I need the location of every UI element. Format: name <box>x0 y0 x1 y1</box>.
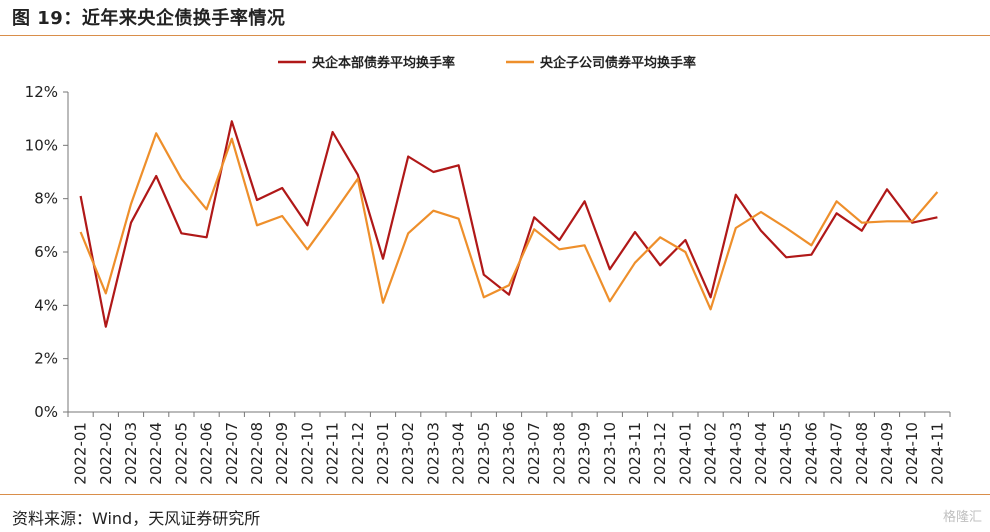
x-tick-label: 2023-08 <box>550 422 568 485</box>
x-tick-label: 2022-08 <box>248 422 266 485</box>
source-note: 资料来源：Wind，天风证券研究所 <box>12 509 261 528</box>
x-tick-label: 2023-06 <box>500 422 518 485</box>
chart-legend: 央企本部债券平均换手率 央企子公司债券平均换手率 <box>278 55 696 71</box>
x-tick-label: 2024-02 <box>702 422 720 485</box>
x-tick-label: 2023-11 <box>626 422 644 485</box>
y-tick-label: 10% <box>25 136 58 154</box>
y-tick-label: 0% <box>34 403 58 421</box>
x-tick-label: 2024-05 <box>777 422 795 485</box>
x-tick-label: 2023-09 <box>576 422 594 485</box>
x-axis-tick-labels: 2022-01 2022-02 2022-03 2022-04 2022-05 2022-… <box>72 422 947 485</box>
x-tick-label: 2023-07 <box>525 422 543 485</box>
y-tick-label: 2% <box>34 350 58 368</box>
x-tick-label: 2023-03 <box>424 422 442 485</box>
y-tick-label: 6% <box>34 243 58 261</box>
x-tick-label: 2023-12 <box>651 422 669 485</box>
x-tick-label: 2024-08 <box>853 422 871 485</box>
legend-label-series-1: 央企本部债券平均换手率 <box>312 55 455 71</box>
x-tick-label: 2023-01 <box>374 422 392 485</box>
watermark: 格隆汇 <box>942 510 982 525</box>
y-axis-tick-labels: 0% 2% 4% 6% 8% 10% 12% <box>25 83 58 421</box>
x-tick-label: 2022-11 <box>324 422 342 485</box>
x-tick-label: 2023-04 <box>450 422 468 485</box>
x-tick-label: 2024-06 <box>802 422 820 485</box>
x-tick-label: 2022-09 <box>273 422 291 485</box>
x-tick-label: 2022-07 <box>223 422 241 485</box>
x-tick-label: 2024-04 <box>752 422 770 485</box>
x-tick-label: 2023-05 <box>475 422 493 485</box>
y-tick-label: 8% <box>34 190 58 208</box>
x-tick-label: 2022-02 <box>97 422 115 485</box>
x-tick-label: 2022-03 <box>122 422 140 485</box>
y-tick-label: 12% <box>25 83 58 101</box>
x-tick-label: 2024-03 <box>727 422 745 485</box>
x-tick-label: 2022-10 <box>298 422 316 485</box>
x-tick-label: 2024-09 <box>878 422 896 485</box>
x-tick-label: 2024-10 <box>903 422 921 485</box>
legend-label-series-2: 央企子公司债券平均换手率 <box>540 55 696 71</box>
series-line-1 <box>79 120 938 328</box>
x-tick-label: 2023-10 <box>601 422 619 485</box>
x-tick-label: 2022-01 <box>72 422 90 485</box>
x-tick-label: 2022-05 <box>172 422 190 485</box>
x-tick-label: 2023-02 <box>399 422 417 485</box>
x-tick-label: 2024-07 <box>828 422 846 485</box>
chart-series-lines <box>79 120 939 328</box>
bottom-divider <box>0 494 990 495</box>
x-tick-label: 2022-12 <box>349 422 367 485</box>
x-tick-label: 2024-01 <box>676 422 694 485</box>
page-title: 图 19：近年来央企债换手率情况 <box>12 8 286 29</box>
y-tick-label: 4% <box>34 296 58 314</box>
x-tick-label: 2024-11 <box>928 422 946 485</box>
top-divider <box>0 35 990 36</box>
chart-axes <box>63 91 951 417</box>
x-tick-label: 2022-04 <box>147 422 165 485</box>
x-tick-label: 2022-06 <box>198 422 216 485</box>
series-line-2 <box>79 132 939 311</box>
